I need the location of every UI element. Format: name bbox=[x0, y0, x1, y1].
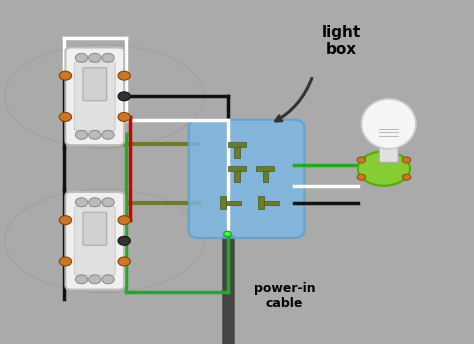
Bar bbox=[258, 196, 264, 209]
Circle shape bbox=[102, 275, 114, 284]
Ellipse shape bbox=[361, 99, 416, 149]
FancyBboxPatch shape bbox=[74, 206, 115, 275]
Bar bbox=[256, 166, 274, 171]
Circle shape bbox=[59, 257, 72, 266]
Circle shape bbox=[402, 174, 411, 180]
FancyBboxPatch shape bbox=[74, 62, 115, 131]
FancyBboxPatch shape bbox=[83, 68, 107, 101]
Circle shape bbox=[357, 157, 365, 163]
Circle shape bbox=[224, 231, 231, 237]
Circle shape bbox=[75, 198, 88, 207]
Circle shape bbox=[402, 157, 411, 163]
FancyBboxPatch shape bbox=[189, 120, 304, 238]
Circle shape bbox=[75, 53, 88, 62]
Circle shape bbox=[59, 71, 72, 80]
Circle shape bbox=[357, 174, 365, 180]
Circle shape bbox=[89, 53, 101, 62]
FancyBboxPatch shape bbox=[379, 146, 398, 162]
Circle shape bbox=[118, 71, 130, 80]
Circle shape bbox=[59, 112, 72, 121]
Bar bbox=[220, 196, 226, 209]
Circle shape bbox=[118, 92, 130, 101]
Ellipse shape bbox=[358, 151, 410, 186]
Circle shape bbox=[102, 53, 114, 62]
Bar bbox=[264, 201, 279, 205]
Text: light
box: light box bbox=[322, 25, 361, 57]
Circle shape bbox=[102, 130, 114, 139]
Circle shape bbox=[75, 275, 88, 284]
Circle shape bbox=[75, 130, 88, 139]
Circle shape bbox=[89, 198, 101, 207]
Bar bbox=[234, 147, 239, 158]
Circle shape bbox=[89, 275, 101, 284]
FancyBboxPatch shape bbox=[65, 47, 124, 145]
Circle shape bbox=[118, 257, 130, 266]
Text: power-in
cable: power-in cable bbox=[254, 282, 315, 310]
Circle shape bbox=[89, 130, 101, 139]
Circle shape bbox=[118, 112, 130, 121]
Bar bbox=[234, 171, 239, 182]
FancyBboxPatch shape bbox=[83, 212, 107, 245]
Bar bbox=[263, 171, 268, 182]
Circle shape bbox=[118, 216, 130, 225]
Bar bbox=[228, 166, 246, 171]
Bar bbox=[228, 142, 246, 147]
Circle shape bbox=[102, 198, 114, 207]
Bar bbox=[226, 201, 241, 205]
FancyBboxPatch shape bbox=[65, 192, 124, 290]
Circle shape bbox=[118, 236, 130, 245]
Circle shape bbox=[59, 216, 72, 225]
